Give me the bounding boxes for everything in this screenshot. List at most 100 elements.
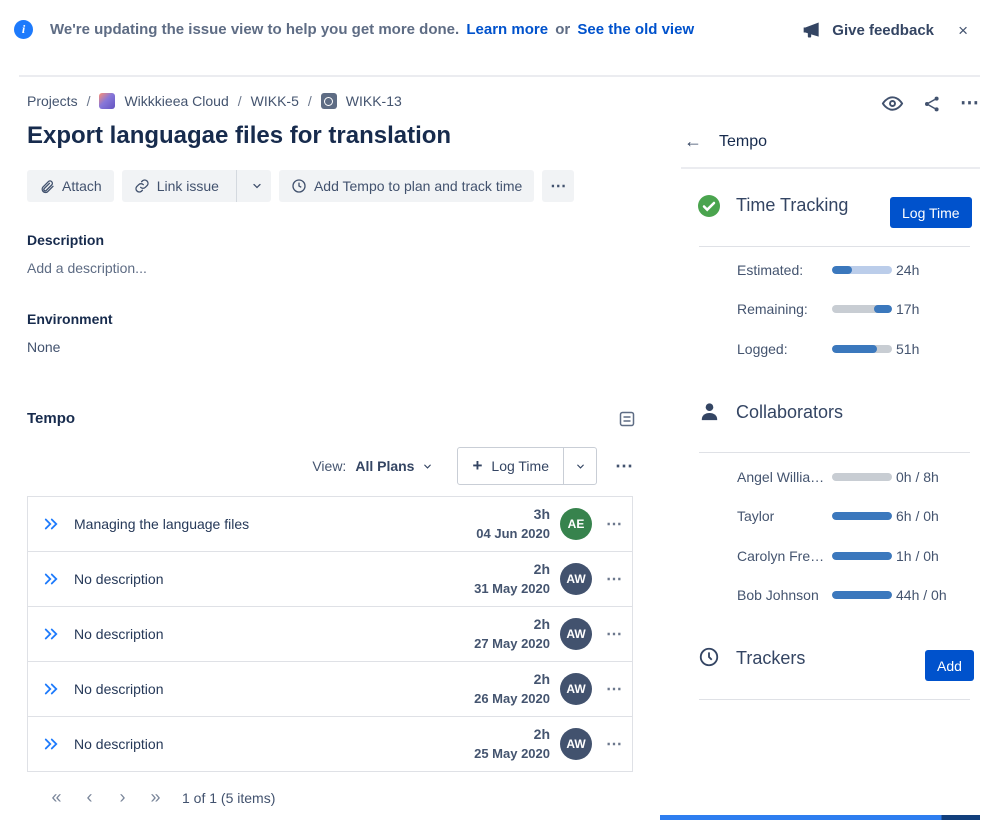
avatar[interactable]: AE bbox=[560, 508, 592, 540]
logged-value: 51h bbox=[896, 341, 920, 357]
worklog-date: 26 May 2020 bbox=[474, 690, 550, 706]
worklog-row: No description 2h 26 May 2020 AW ⋯ bbox=[28, 662, 632, 717]
collaborator-progress-bar bbox=[832, 473, 892, 481]
banner-message-text: We're updating the issue view to help yo… bbox=[50, 21, 460, 38]
share-icon[interactable] bbox=[922, 94, 942, 114]
view-label: View: bbox=[312, 458, 347, 474]
breadcrumb-project[interactable]: Wikkkieea Cloud bbox=[124, 93, 229, 109]
chevron-down-icon bbox=[576, 464, 584, 469]
sidebar-log-time-button[interactable]: Log Time bbox=[890, 197, 972, 228]
worklog-more-icon[interactable]: ⋯ bbox=[606, 626, 622, 643]
collaborator-hours: 1h / 0h bbox=[896, 548, 939, 564]
issue-more-icon[interactable]: ⋯ bbox=[960, 93, 979, 114]
view-dropdown-value: All Plans bbox=[355, 458, 415, 474]
chevron-down-icon bbox=[253, 183, 262, 189]
worklog-more-icon[interactable]: ⋯ bbox=[606, 736, 622, 753]
worklog-description: No description bbox=[74, 571, 164, 587]
horizontal-scrollbar[interactable] bbox=[660, 815, 980, 820]
worklog-description: No description bbox=[74, 681, 164, 697]
worklog-date: 31 May 2020 bbox=[474, 580, 550, 596]
estimated-label: Estimated: bbox=[737, 262, 804, 278]
estimated-value: 24h bbox=[896, 262, 920, 278]
see-old-view-link[interactable]: See the old view bbox=[577, 21, 695, 38]
megaphone-icon bbox=[803, 22, 819, 38]
button-divider bbox=[563, 448, 564, 484]
breadcrumb-issue-key[interactable]: WIKK-13 bbox=[345, 93, 402, 109]
worklog-more-icon[interactable]: ⋯ bbox=[606, 681, 622, 698]
add-tempo-label: Add Tempo to plan and track time bbox=[313, 178, 523, 194]
plus-icon: + bbox=[472, 456, 483, 475]
add-tracker-button[interactable]: Add bbox=[925, 650, 974, 681]
log-time-button[interactable]: + Log Time bbox=[458, 456, 563, 476]
sidebar-header-divider bbox=[681, 167, 980, 169]
worklog-more-icon[interactable]: ⋯ bbox=[606, 516, 622, 533]
link-issue-button: Link issue bbox=[121, 170, 271, 202]
next-page-button[interactable]: › bbox=[119, 787, 126, 807]
collaborator-progress-fill bbox=[832, 552, 892, 560]
worklog-date: 27 May 2020 bbox=[474, 635, 550, 651]
tempo-panel-menu-icon[interactable] bbox=[619, 411, 635, 427]
remaining-progress-fill bbox=[874, 305, 892, 313]
worklog-time: 2h 25 May 2020 bbox=[474, 724, 550, 763]
link-icon bbox=[135, 179, 149, 193]
breadcrumb-separator: / bbox=[86, 93, 91, 109]
collaborators-person-icon bbox=[698, 400, 721, 423]
breadcrumb-projects[interactable]: Projects bbox=[27, 93, 78, 109]
avatar[interactable]: AW bbox=[560, 673, 592, 705]
issue-action-row: Attach Link issue Add Tempo to plan and … bbox=[27, 170, 575, 202]
worklog-description: Managing the language files bbox=[74, 516, 250, 532]
breadcrumb: Projects / Wikkkieea Cloud / WIKK-5 / WI… bbox=[27, 93, 402, 109]
worklog-more-icon[interactable]: ⋯ bbox=[606, 571, 622, 588]
worklog-table: Managing the language files 3h 04 Jun 20… bbox=[27, 496, 633, 772]
actions-more-button[interactable]: ⋯ bbox=[542, 170, 575, 202]
worklog-description: No description bbox=[74, 736, 164, 752]
link-issue-main[interactable]: Link issue bbox=[122, 170, 229, 202]
avatar[interactable]: AW bbox=[560, 618, 592, 650]
worklog-row: No description 2h 25 May 2020 AW ⋯ bbox=[28, 717, 632, 771]
logged-label: Logged: bbox=[737, 341, 788, 357]
worklog-type-icon bbox=[42, 570, 60, 588]
first-page-button[interactable]: « bbox=[51, 787, 62, 807]
pagination: « ‹ › » 1 of 1 (5 items) bbox=[40, 787, 275, 808]
last-page-button[interactable]: » bbox=[150, 787, 161, 807]
issue-header-actions: ⋯ bbox=[881, 92, 979, 115]
trackers-clock-icon bbox=[698, 646, 720, 668]
watch-icon[interactable] bbox=[881, 92, 904, 115]
back-arrow-icon[interactable]: ← bbox=[684, 131, 702, 151]
attach-button[interactable]: Attach bbox=[27, 170, 114, 202]
tempo-clock-icon bbox=[292, 179, 306, 193]
view-dropdown[interactable]: All Plans bbox=[355, 458, 433, 474]
trackers-heading: Trackers bbox=[736, 648, 806, 668]
collaborator-name: Bob Johnson bbox=[737, 587, 819, 603]
issue-type-icon bbox=[320, 93, 337, 109]
time-tracking-heading: Time Tracking bbox=[736, 195, 849, 215]
worklog-hours: 2h bbox=[533, 726, 550, 743]
worklog-row: No description 2h 31 May 2020 AW ⋯ bbox=[28, 552, 632, 607]
collaborators-heading: Collaborators bbox=[736, 402, 844, 422]
worklog-row: Managing the language files 3h 04 Jun 20… bbox=[28, 497, 632, 552]
log-time-split-button: + Log Time bbox=[457, 447, 597, 485]
learn-more-link[interactable]: Learn more bbox=[466, 21, 549, 38]
previous-page-button[interactable]: ‹ bbox=[86, 787, 93, 807]
link-issue-chevron[interactable] bbox=[244, 170, 271, 202]
description-placeholder[interactable]: Add a description... bbox=[27, 260, 147, 276]
add-tempo-button[interactable]: Add Tempo to plan and track time bbox=[278, 170, 535, 202]
estimated-progress-fill bbox=[832, 266, 852, 274]
project-avatar-icon bbox=[99, 93, 116, 109]
info-icon: i bbox=[14, 20, 33, 39]
collaborator-name: Taylor bbox=[737, 508, 775, 524]
close-icon[interactable]: × bbox=[958, 21, 968, 40]
avatar[interactable]: AW bbox=[560, 563, 592, 595]
environment-value[interactable]: None bbox=[27, 339, 61, 355]
breadcrumb-parent-issue[interactable]: WIKK-5 bbox=[250, 93, 299, 109]
worklog-description: No description bbox=[74, 626, 164, 642]
log-time-chevron[interactable] bbox=[564, 448, 596, 484]
give-feedback-label: Give feedback bbox=[832, 21, 934, 39]
chevron-down-icon bbox=[424, 464, 432, 469]
remaining-progress-bar bbox=[832, 305, 892, 313]
tempo-section-heading: Tempo bbox=[27, 410, 76, 427]
give-feedback-button[interactable]: Give feedback bbox=[802, 20, 934, 40]
tempo-more-icon[interactable]: ⋯ bbox=[615, 455, 633, 476]
time-tracking-check-icon bbox=[697, 194, 721, 218]
avatar[interactable]: AW bbox=[560, 728, 592, 760]
